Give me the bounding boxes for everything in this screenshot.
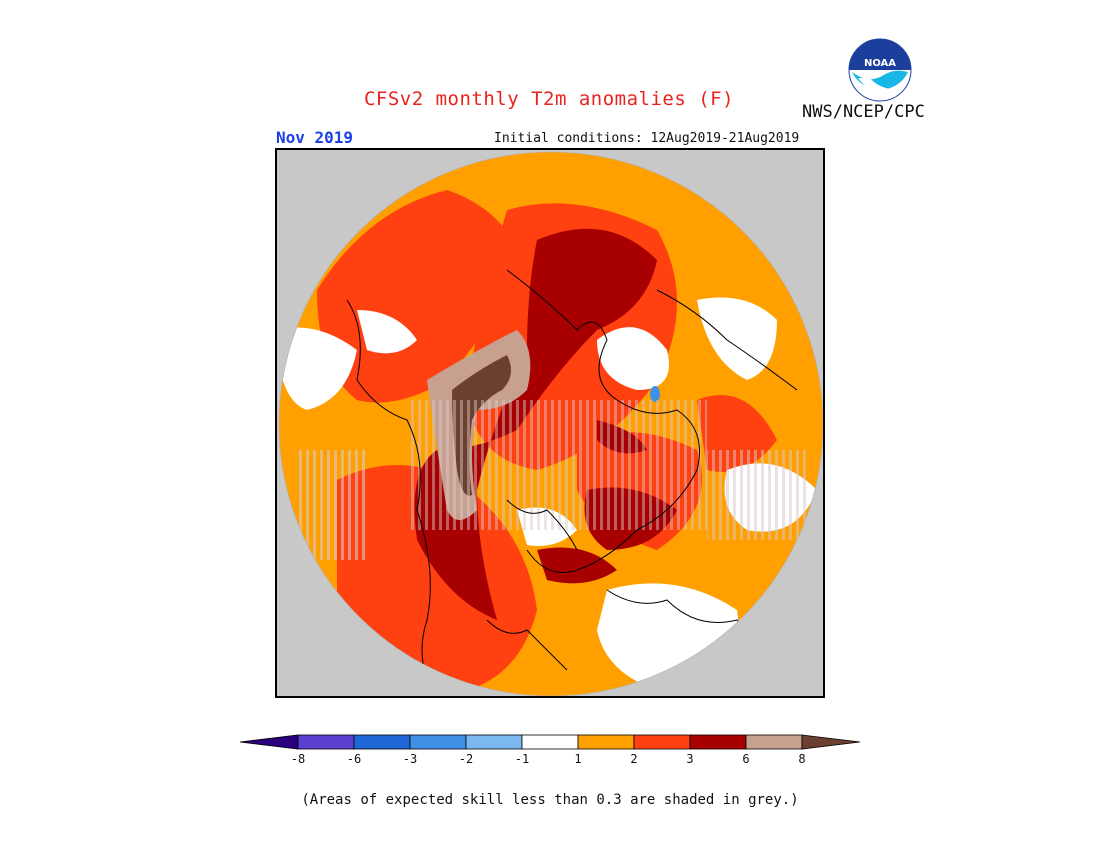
anomaly-region <box>357 310 417 354</box>
colorbar-cell <box>239 734 299 750</box>
anomaly-region <box>279 327 357 410</box>
colorbar-cell <box>297 734 355 750</box>
colorbar-tick-label: 2 <box>630 752 638 766</box>
skill-note: (Areas of expected skill less than 0.3 a… <box>301 792 799 808</box>
colorbar-cell <box>521 734 579 750</box>
anomaly-field <box>279 152 823 696</box>
agency-label: NWS/NCEP/CPC <box>802 102 925 122</box>
colorbar-cell <box>745 734 803 750</box>
colorbar-tick-label: -8 <box>290 752 306 766</box>
initial-conditions: Initial conditions: 12Aug2019-21Aug2019 <box>494 131 800 146</box>
colorbar-cell <box>801 734 861 750</box>
coastlines <box>346 269 798 691</box>
low-skill-hatch <box>707 450 807 540</box>
anomaly-region <box>650 386 660 402</box>
colorbar-tick-label: -6 <box>346 752 362 766</box>
chart-title: CFSv2 monthly T2m anomalies (F) <box>363 88 735 110</box>
noaa-logo: NOAA <box>848 38 912 102</box>
colorbar-cell <box>465 734 523 750</box>
colorbar-tick-label: 8 <box>798 752 806 766</box>
colorbar-tick-label: 6 <box>742 752 750 766</box>
colorbar-cell <box>577 734 635 750</box>
colorbar-tick-label: -1 <box>514 752 530 766</box>
colorbar <box>239 734 861 750</box>
anomaly-region <box>597 327 669 390</box>
forecast-month: Nov 2019 <box>276 128 354 147</box>
colorbar-cell <box>633 734 691 750</box>
polar-map <box>275 148 825 698</box>
colorbar-cell <box>689 734 747 750</box>
colorbar-tick-label: 3 <box>686 752 694 766</box>
colorbar-tick-label: -3 <box>402 752 418 766</box>
low-skill-hatch <box>297 450 367 560</box>
colorbar-cell <box>409 734 467 750</box>
noaa-logo-text: NOAA <box>864 58 896 69</box>
colorbar-tick-label: 1 <box>574 752 582 766</box>
low-skill-hatch <box>407 400 707 530</box>
anomaly-region <box>697 297 777 380</box>
colorbar-tick-label: -2 <box>458 752 474 766</box>
anomaly-region <box>537 547 617 584</box>
colorbar-cell <box>353 734 411 750</box>
